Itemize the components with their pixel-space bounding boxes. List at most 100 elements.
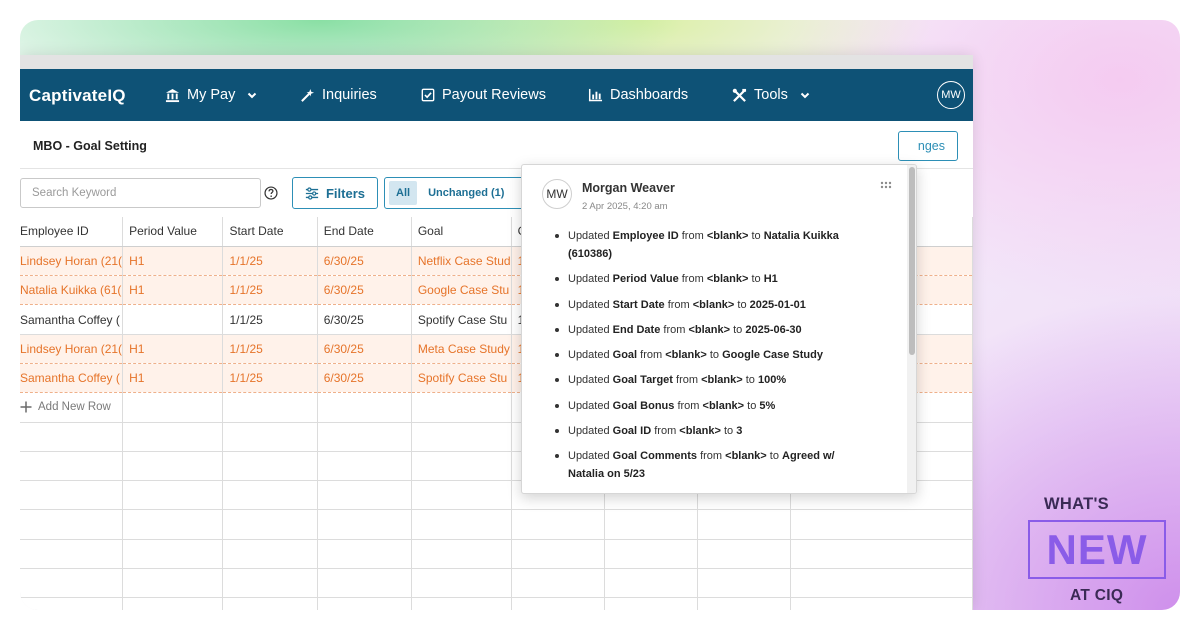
table-cell[interactable]: Samantha Coffey (: [20, 304, 124, 335]
change-to-value: 3: [736, 425, 743, 438]
change-from-word: from: [663, 323, 686, 336]
nav-inquiries[interactable]: Inquiries: [300, 87, 377, 103]
table-cell[interactable]: H1: [122, 246, 224, 277]
change-from-word: from: [677, 399, 700, 412]
change-from-word: from: [640, 349, 663, 362]
table-cell: [222, 451, 318, 482]
column-header[interactable]: Period Value: [122, 217, 224, 247]
filters-button-label: Filters: [325, 185, 365, 201]
table-cell[interactable]: 1/1/25: [222, 363, 318, 394]
table-cell[interactable]: H1: [122, 334, 224, 364]
column-header[interactable]: Employee ID: [20, 217, 124, 247]
empty-row: [20, 539, 973, 570]
table-cell[interactable]: 1/1/25: [222, 275, 318, 306]
badge-new-text: NEW: [1046, 525, 1148, 573]
table-cell[interactable]: 6/30/25: [317, 246, 412, 277]
nav-payout-reviews[interactable]: Payout Reviews: [421, 87, 546, 103]
add-new-row-label: Add New Row: [38, 401, 111, 414]
change-verb: Updated: [568, 298, 610, 311]
table-cell[interactable]: H1: [122, 363, 224, 394]
change-from-word: from: [667, 298, 690, 311]
column-header[interactable]: End Date: [317, 217, 412, 247]
filters-button[interactable]: Filters: [292, 177, 378, 209]
table-cell[interactable]: Google Case Stu: [411, 275, 512, 306]
table-cell: [122, 480, 224, 511]
table-cell: [222, 539, 318, 570]
change-to-value: H1: [763, 273, 778, 286]
table-cell[interactable]: Samantha Coffey (: [20, 363, 124, 394]
change-from-value: <blank>: [706, 273, 749, 286]
nav-my-pay[interactable]: My Pay: [165, 87, 258, 103]
table-cell[interactable]: Lindsey Horan (21(: [20, 246, 124, 277]
table-cell: [697, 509, 791, 540]
change-list: Updated Employee ID from <blank> to Nata…: [550, 227, 870, 491]
table-cell: [20, 509, 124, 540]
change-verb: Updated: [568, 323, 610, 336]
change-to-value: Natalia Kuikka (610386): [568, 230, 839, 260]
table-cell: [20, 539, 124, 570]
grid-dots-icon[interactable]: [880, 181, 892, 189]
table-cell: [604, 509, 698, 540]
table-cell[interactable]: 1/1/25: [222, 334, 318, 364]
table-cell: [790, 597, 973, 610]
table-cell[interactable]: 1/1/25: [222, 246, 318, 277]
nav-my-pay-label: My Pay: [187, 87, 236, 103]
table-cell[interactable]: 6/30/25: [317, 363, 412, 394]
column-header[interactable]: Start Date: [222, 217, 318, 247]
badge-at-text: AT CIQ: [1070, 587, 1124, 604]
table-cell: [604, 597, 698, 610]
table-cell[interactable]: Spotify Case Stu: [411, 363, 512, 394]
table-cell: [790, 509, 973, 540]
change-from-value: <blank>: [725, 450, 767, 463]
change-verb: Updated: [568, 425, 610, 438]
table-cell[interactable]: 1/1/25: [222, 304, 318, 335]
table-cell: [604, 539, 698, 570]
chevron-down-icon: [248, 92, 257, 99]
change-to-value: 2025-01-01: [749, 298, 806, 311]
table-cell[interactable]: 6/30/25: [317, 275, 412, 306]
window-topbar: [20, 55, 973, 69]
change-history-popover: MW Morgan Weaver 2 Apr 2025, 4:20 am Upd…: [521, 164, 917, 494]
table-cell[interactable]: [122, 304, 224, 335]
nav-tools[interactable]: Tools: [732, 87, 811, 103]
table-cell[interactable]: Natalia Kuikka (61(: [20, 275, 124, 306]
table-cell: [122, 422, 224, 452]
table-cell[interactable]: H1: [122, 275, 224, 306]
change-from-value: <blank>: [701, 374, 743, 387]
table-cell[interactable]: Spotify Case Stu: [411, 304, 512, 335]
change-from-value: <blank>: [706, 230, 749, 242]
nav-dashboards[interactable]: Dashboards: [588, 87, 688, 103]
table-cell: [411, 392, 512, 423]
empty-row: [20, 509, 973, 540]
table-cell: [317, 539, 412, 570]
user-avatar[interactable]: MW: [937, 81, 965, 109]
add-new-row-button[interactable]: Add New Row: [20, 392, 124, 423]
segment-unchanged[interactable]: Unchanged (1): [428, 187, 505, 199]
table-cell[interactable]: Meta Case Study: [411, 334, 512, 364]
promo-card: CaptivateIQ My Pay Inquiries Payout Revi…: [20, 20, 1180, 610]
table-cell[interactable]: Lindsey Horan (21(: [20, 334, 124, 364]
segment-all[interactable]: All: [389, 181, 418, 205]
bar-chart-icon: [588, 88, 603, 102]
change-verb: Updated: [568, 230, 610, 242]
popover-scrollbar-thumb[interactable]: [909, 167, 915, 355]
change-to-word: to: [733, 323, 743, 336]
change-to-word: to: [769, 450, 779, 463]
change-field: Employee ID: [612, 230, 679, 242]
change-from-word: from: [654, 425, 677, 438]
change-to-value: 100%: [757, 374, 787, 387]
table-cell: [222, 509, 318, 540]
table-cell[interactable]: 6/30/25: [317, 304, 412, 335]
table-cell[interactable]: Netflix Case Stud: [411, 246, 512, 277]
app-logo[interactable]: CaptivateIQ: [29, 86, 126, 105]
help-icon[interactable]: [264, 186, 278, 200]
nav-tools-label: Tools: [754, 87, 788, 103]
column-header[interactable]: Goal: [411, 217, 512, 247]
changes-button[interactable]: nges: [898, 131, 958, 161]
change-from-word: from: [676, 374, 699, 387]
search-input[interactable]: Search Keyword: [20, 178, 261, 208]
change-to-word: to: [745, 374, 755, 387]
change-from-word: from: [681, 230, 704, 242]
change-to-word: to: [751, 273, 761, 286]
table-cell[interactable]: 6/30/25: [317, 334, 412, 364]
